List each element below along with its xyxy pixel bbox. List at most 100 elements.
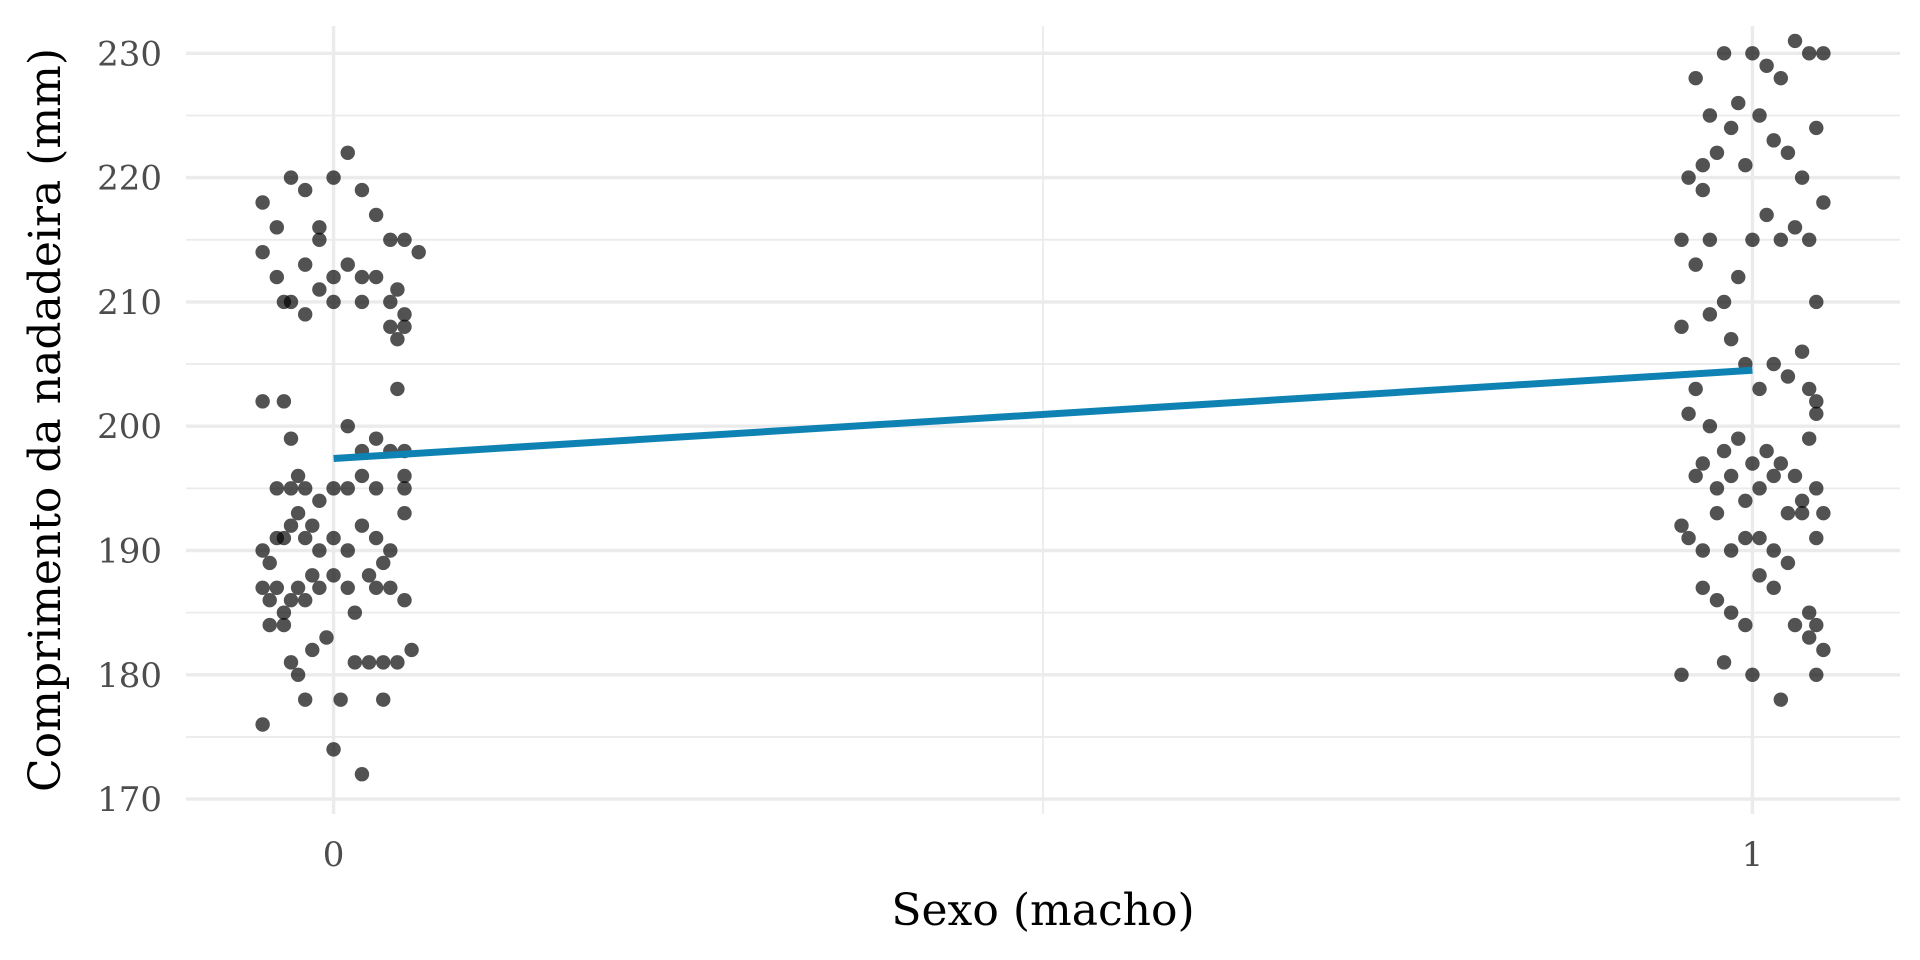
data-point xyxy=(376,555,391,571)
data-point xyxy=(1702,419,1718,434)
data-point xyxy=(1809,394,1824,409)
data-point xyxy=(276,605,292,620)
data-point xyxy=(269,269,285,285)
data-point xyxy=(376,655,391,670)
data-point xyxy=(297,182,313,198)
data-point xyxy=(255,245,270,260)
y-tick-label: 220 xyxy=(97,159,162,199)
data-point xyxy=(1773,456,1789,471)
data-point xyxy=(1816,46,1831,61)
data-point xyxy=(1702,307,1718,322)
data-point xyxy=(390,332,405,347)
data-point xyxy=(397,319,412,334)
data-point xyxy=(1688,71,1703,86)
data-point xyxy=(404,642,419,658)
data-point xyxy=(1787,220,1803,235)
data-point xyxy=(376,692,391,707)
data-point xyxy=(1674,232,1689,247)
data-point xyxy=(354,468,370,484)
data-point xyxy=(1702,232,1718,247)
data-point xyxy=(1780,555,1796,571)
data-point xyxy=(397,468,412,484)
data-point xyxy=(297,481,313,496)
data-point xyxy=(397,232,412,247)
data-point xyxy=(1738,158,1753,173)
data-point xyxy=(1709,481,1725,496)
data-point xyxy=(276,617,292,633)
data-point xyxy=(383,580,398,595)
data-point xyxy=(283,593,299,608)
data-point xyxy=(312,220,327,235)
data-point xyxy=(1752,568,1767,583)
data-point xyxy=(1716,46,1732,61)
data-point xyxy=(390,282,405,297)
data-point xyxy=(1695,543,1710,558)
data-point xyxy=(1674,667,1689,682)
data-point xyxy=(1766,580,1781,595)
data-point xyxy=(1702,108,1718,123)
data-point xyxy=(1731,95,1746,111)
x-tick-label: 0 xyxy=(323,835,345,875)
grid-lines xyxy=(186,26,1900,814)
data-point xyxy=(326,568,341,583)
data-point xyxy=(1752,108,1767,123)
data-point xyxy=(312,282,327,297)
data-point xyxy=(1745,667,1760,682)
data-point xyxy=(1801,381,1817,397)
data-point xyxy=(368,530,384,546)
data-point xyxy=(1738,493,1753,508)
data-point xyxy=(1780,369,1796,384)
data-point xyxy=(290,667,306,682)
data-point xyxy=(312,493,327,508)
data-point xyxy=(1738,530,1753,546)
data-point xyxy=(1674,319,1689,334)
data-point xyxy=(340,580,355,595)
data-point xyxy=(276,394,292,409)
data-point xyxy=(1809,406,1824,421)
data-point xyxy=(1688,257,1703,272)
data-point xyxy=(255,543,270,558)
data-point xyxy=(340,481,355,496)
data-point xyxy=(1773,71,1789,86)
data-point xyxy=(368,207,384,223)
data-point xyxy=(326,170,341,185)
data-point xyxy=(255,580,270,595)
data-point xyxy=(1731,269,1746,285)
data-point xyxy=(1674,518,1689,533)
data-point xyxy=(1709,506,1725,521)
data-point xyxy=(1723,543,1739,558)
data-point xyxy=(1723,332,1739,347)
data-point xyxy=(305,642,320,658)
data-point xyxy=(1716,294,1732,310)
y-tick-label: 190 xyxy=(97,532,162,572)
data-point xyxy=(1766,356,1781,372)
data-point xyxy=(368,431,384,446)
y-tick-labels: 170 180 190 200 210 220 230 xyxy=(97,34,162,820)
y-tick-label: 200 xyxy=(97,407,162,447)
data-point xyxy=(326,742,341,757)
data-point xyxy=(1766,133,1781,148)
data-point xyxy=(255,195,270,210)
data-point xyxy=(1681,530,1696,546)
data-point xyxy=(383,543,398,558)
data-point xyxy=(269,481,285,496)
data-point xyxy=(305,568,320,583)
data-point xyxy=(1731,431,1746,446)
data-point xyxy=(1709,593,1725,608)
data-point xyxy=(354,182,370,198)
data-point xyxy=(1780,506,1796,521)
data-point xyxy=(1681,406,1696,421)
data-point xyxy=(1759,58,1774,73)
data-point xyxy=(297,257,313,272)
data-point xyxy=(1816,642,1831,658)
data-point xyxy=(1745,46,1760,61)
data-point xyxy=(340,257,355,272)
data-point xyxy=(368,580,384,595)
data-point xyxy=(347,605,363,620)
data-point xyxy=(1709,145,1725,160)
data-point xyxy=(1780,145,1796,160)
data-point xyxy=(1752,530,1767,546)
data-point xyxy=(1745,456,1760,471)
